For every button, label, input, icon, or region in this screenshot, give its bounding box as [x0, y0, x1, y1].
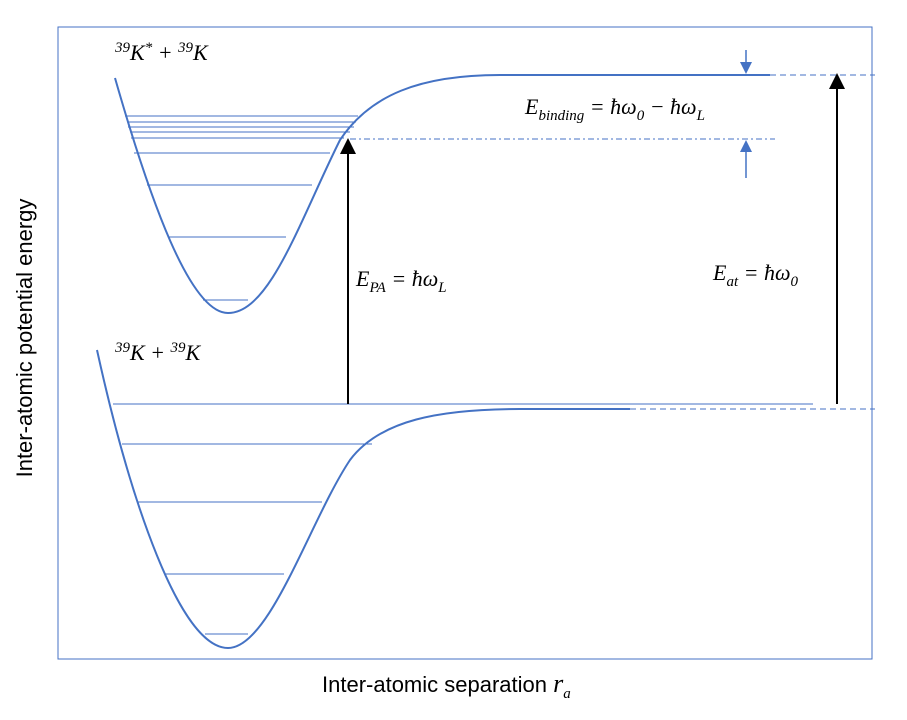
- label-part: *: [145, 40, 153, 56]
- label-part: 0: [637, 108, 645, 124]
- label-part: L: [696, 108, 705, 124]
- label-part: = ħω: [738, 260, 790, 285]
- curves: [96, 50, 875, 650]
- atomic-energy-label: Eat = ħω0: [712, 260, 799, 290]
- label-part: E: [355, 266, 370, 291]
- label-part: L: [437, 280, 446, 296]
- label-part: = ħω: [386, 266, 438, 291]
- y-axis-label: Inter-atomic potential energy: [12, 199, 37, 478]
- label-part: 39: [170, 340, 187, 356]
- pa-energy-label: EPA = ħωL: [355, 266, 447, 296]
- label-part: +: [152, 40, 178, 65]
- label-part: PA: [368, 280, 386, 296]
- label-part: E: [524, 94, 539, 119]
- label-part: a: [563, 686, 571, 702]
- x-axis-label: Inter-atomic separation ra: [322, 669, 571, 702]
- label-part: E: [712, 260, 727, 285]
- label-part: K: [185, 340, 202, 365]
- label-part: K +: [129, 340, 171, 365]
- frame: [57, 26, 873, 660]
- label-part: Inter-atomic separation: [322, 672, 553, 697]
- binding-energy-label: Ebinding = ħω0 − ħωL: [524, 94, 705, 124]
- label-part: − ħω: [644, 94, 696, 119]
- label-part: r: [553, 669, 564, 698]
- label-part: 0: [791, 274, 799, 290]
- label-part: = ħω: [584, 94, 636, 119]
- label-part: K: [192, 40, 209, 65]
- label-part: K: [129, 40, 146, 65]
- label-part: at: [726, 274, 739, 290]
- label-part: binding: [538, 108, 584, 124]
- lower-state-label: 39K + 39K: [114, 340, 202, 365]
- label-part: 39: [114, 40, 131, 56]
- upper-state-label: 39K* + 39K: [114, 40, 209, 65]
- label-part: 39: [177, 40, 194, 56]
- label-part: 39: [114, 340, 131, 356]
